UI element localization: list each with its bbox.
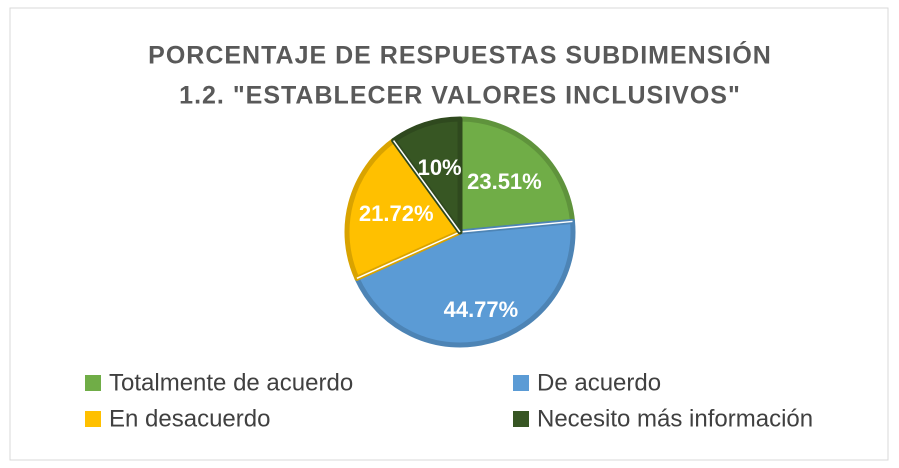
slice-edge: [459, 220, 573, 233]
legend-label: Necesito más información: [537, 405, 813, 432]
legend-swatch: [513, 411, 529, 427]
legend-label: Totalmente de acuerdo: [109, 369, 353, 396]
pie-slice: [354, 218, 576, 348]
chart-title: PORCENTAJE DE RESPUESTAS SUBDIMENSIÓN: [148, 40, 772, 70]
data-label: 21.72%: [359, 201, 434, 226]
slice-edge: [392, 140, 461, 233]
slice-edge: [356, 231, 461, 279]
legend-swatch: [513, 375, 529, 391]
data-label: 10%: [418, 155, 462, 180]
legend-swatch: [85, 411, 101, 427]
legend-label: En desacuerdo: [109, 405, 270, 432]
pie-slice: [457, 116, 576, 235]
chart-title: 1.2. "ESTABLECER VALORES INCLUSIVOS": [179, 82, 741, 110]
data-label: 23.51%: [467, 169, 542, 194]
legend-swatch: [85, 375, 101, 391]
data-label: 44.77%: [444, 297, 519, 322]
pie-slice: [391, 116, 463, 235]
legend-label: De acuerdo: [537, 369, 661, 396]
